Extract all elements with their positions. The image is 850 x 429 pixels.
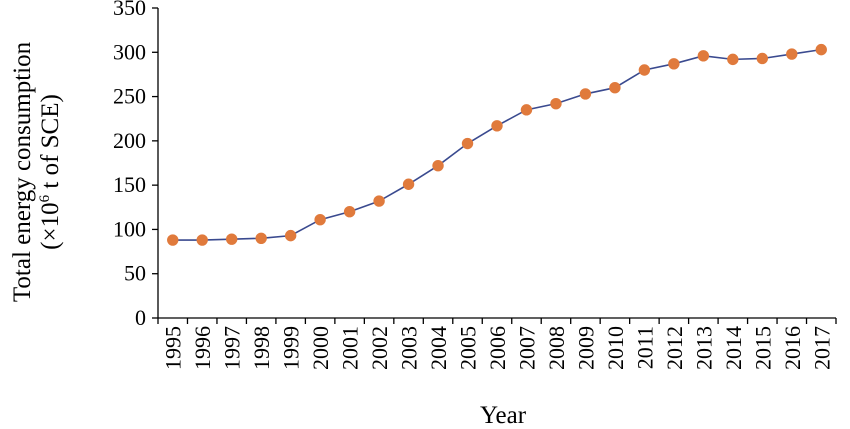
- y-axis-title-line2-prefix: (×10: [37, 202, 64, 249]
- data-point: [225, 233, 238, 245]
- data-point: [284, 229, 297, 242]
- axes: [157, 8, 836, 319]
- data-point: [373, 195, 385, 207]
- x-tick-label: 1996: [190, 326, 215, 370]
- y-axis-title-line1: Total energy consumption: [9, 41, 36, 302]
- x-tick-label: 2012: [662, 326, 687, 370]
- x-tick-label: 2017: [809, 326, 834, 370]
- x-tick-label: 2003: [397, 326, 422, 370]
- x-tick-label: 2004: [426, 326, 451, 370]
- y-tick-label: 0: [135, 305, 146, 330]
- data-point: [491, 120, 503, 132]
- x-tick-label: 2016: [780, 326, 805, 370]
- x-ticks: 1995 1996 1997 1998 1999 2000 2001 2002 2003 2004…: [157, 318, 837, 370]
- x-tick-label: 1995: [161, 326, 186, 370]
- x-tick-label: 2005: [456, 326, 481, 370]
- x-tick-label: 2011: [632, 326, 657, 369]
- data-point: [786, 48, 798, 60]
- y-tick-label: 200: [113, 128, 146, 153]
- y-axis-title: Total energy consumption (×106 t of SCE): [9, 41, 64, 302]
- y-axis-title-line2-suffix: t of SCE): [37, 94, 64, 195]
- y-tick-label: 350: [113, 0, 146, 20]
- data-point: [815, 43, 827, 56]
- data-point: [314, 213, 326, 226]
- data-point: [520, 104, 533, 116]
- y-axis-title-line2-superscript: 6: [37, 194, 53, 202]
- x-tick-label: 1999: [279, 326, 304, 370]
- data-point: [609, 82, 621, 94]
- y-tick-label: 150: [113, 172, 146, 197]
- data-point: [579, 88, 592, 100]
- y-ticks: 0 50 100 150 200 250 300 350: [113, 0, 158, 330]
- data-point: [668, 58, 680, 70]
- data-point: [697, 50, 710, 62]
- data-point: [402, 178, 415, 190]
- series-line: [172, 48, 822, 241]
- y-tick-label: 250: [113, 84, 146, 109]
- data-point: [167, 234, 179, 246]
- data-point: [461, 137, 474, 150]
- x-tick-label: 2008: [544, 326, 569, 370]
- x-tick-label: 1997: [220, 326, 245, 370]
- data-point: [550, 97, 562, 110]
- data-point: [255, 232, 267, 244]
- x-tick-label: 2001: [338, 326, 363, 370]
- x-tick-label: 2009: [573, 326, 598, 370]
- data-point: [756, 52, 769, 65]
- y-tick-label: 300: [113, 39, 146, 64]
- x-tick-label: 2010: [603, 326, 628, 370]
- x-tick-label: 2000: [308, 326, 333, 370]
- x-tick-label: 2006: [485, 326, 510, 370]
- x-tick-label: 2013: [691, 326, 716, 370]
- x-tick-label: 2014: [721, 326, 746, 370]
- y-axis-title-line2: (×106 t of SCE): [37, 94, 64, 250]
- x-tick-label: 2007: [514, 326, 539, 370]
- y-tick-label: 100: [113, 216, 146, 241]
- y-tick-label: 50: [124, 261, 146, 286]
- x-tick-label: 2015: [750, 326, 775, 370]
- series: [167, 43, 827, 246]
- data-point: [727, 53, 739, 66]
- x-tick-label: 1998: [249, 326, 274, 370]
- x-tick-label: 2002: [367, 326, 392, 370]
- data-point: [432, 159, 444, 172]
- data-point: [343, 206, 356, 218]
- x-axis-title: Year: [480, 402, 527, 429]
- data-point: [196, 234, 208, 246]
- data-point: [638, 64, 651, 76]
